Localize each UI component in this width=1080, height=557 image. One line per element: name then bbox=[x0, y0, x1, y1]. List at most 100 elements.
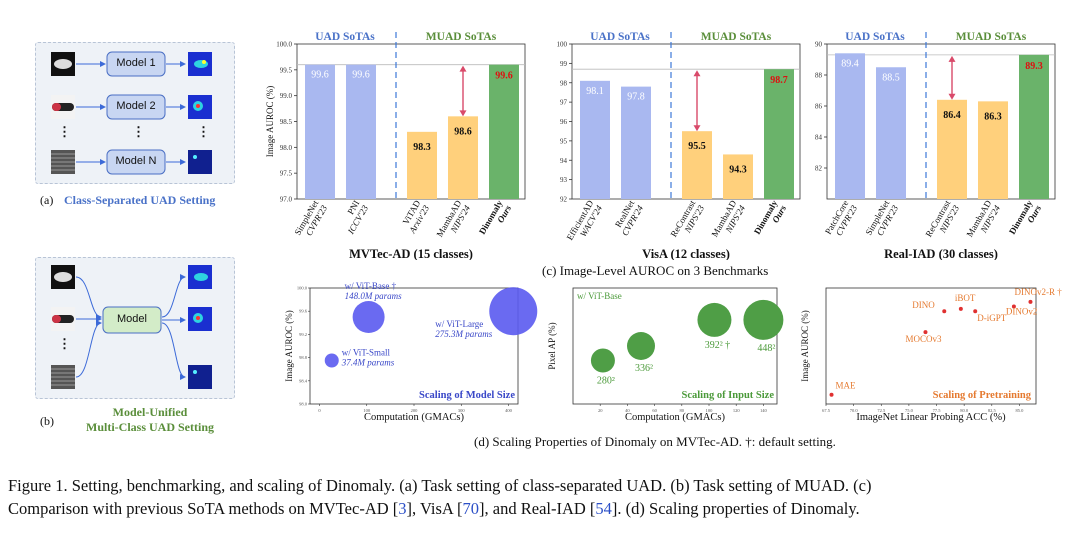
y-tick-label: 100.0 bbox=[276, 41, 292, 49]
panel-b-diagram bbox=[51, 265, 212, 389]
scatter-subtitle: w/ ViT-Base bbox=[577, 291, 622, 301]
y-tick-label: 94 bbox=[560, 157, 568, 165]
bar-value-label: 86.3 bbox=[984, 111, 1002, 122]
caption-text-a: Comparison with previous SoTA methods on… bbox=[8, 499, 399, 518]
heatmap-n bbox=[188, 150, 212, 174]
heatmap-b-1 bbox=[188, 265, 212, 289]
gap-arrow-head bbox=[693, 70, 701, 77]
gap-arrow-head bbox=[459, 110, 467, 117]
x-tick-label: 0 bbox=[318, 408, 321, 413]
model-n-label: Model N bbox=[115, 155, 157, 167]
point-input-size bbox=[627, 332, 655, 360]
caption-text-b: ], VisA [ bbox=[406, 499, 463, 518]
model-2-label: Model 2 bbox=[116, 100, 156, 112]
point-label: 336² bbox=[635, 363, 653, 374]
dots-1: ⋮ bbox=[58, 124, 71, 139]
point-model-size bbox=[489, 287, 538, 336]
x-tick-label: 100 bbox=[363, 408, 371, 413]
model-1-label: Model 1 bbox=[116, 57, 156, 69]
heatmap-b-2 bbox=[188, 307, 212, 331]
y-tick-label: 99.0 bbox=[280, 92, 293, 100]
scatter-title: Scaling of Model Size bbox=[419, 390, 515, 401]
x-axis-label: Computation (GMACs) bbox=[625, 412, 726, 423]
citation-visa[interactable]: 70 bbox=[462, 499, 480, 518]
bar-realnet bbox=[621, 86, 651, 199]
model-box-2 bbox=[106, 94, 166, 120]
model-box-n bbox=[106, 149, 166, 175]
x-tick-label: 60 bbox=[652, 408, 657, 413]
y-tick-label: 90 bbox=[815, 41, 823, 49]
muad-header: MUAD SoTAs bbox=[426, 31, 497, 43]
scatter-frame bbox=[309, 287, 519, 405]
y-axis-label: Image AUROC (%) bbox=[284, 310, 294, 382]
y-tick-label: 100.0 bbox=[297, 286, 308, 291]
bar-vitad bbox=[407, 131, 437, 199]
x-tick-label: 40 bbox=[625, 408, 630, 413]
y-tick-label: 84 bbox=[815, 134, 823, 142]
panel-b-title-1: Model-Unified bbox=[112, 405, 188, 419]
point-label: w/ ViT-Small bbox=[342, 348, 391, 358]
y-tick-label: 98.8 bbox=[299, 355, 308, 360]
point-label: D-iGPT bbox=[977, 313, 1007, 323]
bar-value-label: 86.4 bbox=[943, 110, 961, 121]
y-tick-label: 99 bbox=[560, 60, 568, 68]
y-tick-label: 93 bbox=[560, 176, 568, 184]
bar-patchcore bbox=[835, 53, 865, 199]
y-tick-label: 99.5 bbox=[280, 66, 293, 74]
y-tick-label: 98.4 bbox=[299, 378, 308, 383]
point-label: 448² bbox=[757, 343, 775, 354]
uad-header: UAD SoTAs bbox=[315, 31, 375, 43]
x-tick-label: 85.0 bbox=[1015, 408, 1024, 413]
point-label: 37.4M params bbox=[341, 358, 395, 368]
y-tick-label: 98.5 bbox=[280, 118, 293, 126]
input-image-texture bbox=[51, 150, 75, 174]
bar-value-label: 98.7 bbox=[770, 75, 788, 86]
scatter-frame bbox=[572, 287, 778, 405]
panel-c-caption: (c) Image-Level AUROC on 3 Benchmarks bbox=[542, 263, 769, 278]
y-axis-label: Image AUROC (%) bbox=[800, 310, 810, 382]
y-tick-label: 82 bbox=[815, 165, 823, 173]
x-tick-label: 77.5 bbox=[933, 408, 942, 413]
y-tick-label: 98.0 bbox=[280, 144, 293, 152]
point-input-size bbox=[590, 348, 615, 373]
y-tick-label: 97 bbox=[560, 99, 568, 107]
point-label: w/ ViT-Large bbox=[435, 319, 483, 329]
point-label: 392² † bbox=[705, 340, 731, 351]
input-image-capsule-b bbox=[51, 307, 75, 331]
bar-value-label: 99.6 bbox=[352, 70, 370, 81]
x-tick-label: 20 bbox=[598, 408, 603, 413]
gap-arrow-head bbox=[459, 65, 467, 72]
bar-efficientad bbox=[580, 80, 610, 199]
point-input-size bbox=[697, 302, 732, 337]
y-axis-label: Image AUROC (%) bbox=[265, 86, 275, 158]
model-box-1 bbox=[106, 51, 166, 77]
bar-value-label: 95.5 bbox=[688, 141, 706, 152]
y-axis-label: Pixel AP (%) bbox=[547, 322, 557, 369]
x-tick-label: 70.0 bbox=[850, 408, 859, 413]
scatter-title: Scaling of Input Size bbox=[682, 390, 775, 401]
point-label: DINOv2-R † bbox=[1014, 287, 1062, 297]
x-tick-label: 75.0 bbox=[905, 408, 914, 413]
bar-value-label: 99.6 bbox=[311, 70, 329, 81]
panel-a-label: (a) bbox=[40, 193, 54, 207]
heatmap-1 bbox=[188, 52, 212, 76]
x-tick-label: 300 bbox=[458, 408, 466, 413]
point-pretraining bbox=[1011, 304, 1016, 309]
citation-realiad[interactable]: 54 bbox=[595, 499, 612, 518]
chart-title: Real-IAD (30 classes) bbox=[884, 247, 998, 260]
y-tick-label: 96 bbox=[560, 118, 568, 126]
citation-mvtec[interactable]: 3 bbox=[398, 499, 407, 518]
x-tick-label: 82.5 bbox=[988, 408, 997, 413]
bar-value-label: 89.4 bbox=[841, 58, 859, 69]
point-label: DINOv2 bbox=[1006, 307, 1038, 317]
scatter-frame bbox=[825, 287, 1037, 405]
input-image-pill-b bbox=[51, 265, 75, 289]
unified-model-box bbox=[102, 306, 162, 334]
